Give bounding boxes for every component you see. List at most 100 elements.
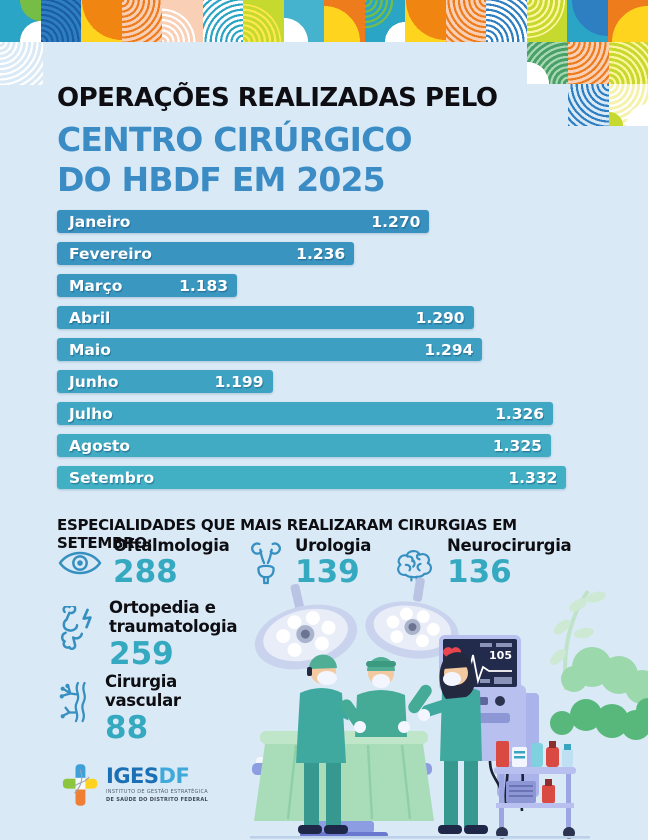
page-title-accent: CENTRO CIRÚRGICO — [57, 119, 413, 159]
specialty-label: Urologia — [295, 536, 372, 555]
month-label: Abril — [69, 308, 111, 327]
bar-value: 1.294 — [424, 340, 474, 359]
plant — [550, 589, 648, 740]
month-bar: Agosto 1.325 — [57, 434, 551, 457]
specialty-label: Ortopedia e traumatologia — [109, 598, 238, 637]
bone-joint-icon — [61, 606, 92, 651]
specialty-neurocirurgia: Neurocirurgia 136 — [393, 536, 572, 591]
specialty-urologia: Urologia 139 — [247, 536, 371, 589]
month-bar: Março 1.183 — [57, 274, 238, 297]
specialty-value: 259 — [109, 635, 174, 672]
specialty-label: Cirurgia vascular — [105, 672, 181, 711]
month-label: Setembro — [69, 468, 155, 487]
month-bar: Maio 1.294 — [57, 338, 483, 361]
bar-row: Agosto 1.325 — [57, 434, 592, 457]
mosaic-tile — [526, 0, 567, 42]
mosaic-tile — [40, 0, 81, 42]
specialty-label: Neurocirurgia — [447, 536, 572, 555]
specialty-value: 139 — [295, 554, 360, 591]
month-bar: Janeiro 1.270 — [57, 210, 430, 233]
mosaic-tile — [364, 0, 405, 42]
month-label: Julho — [69, 404, 113, 423]
mosaic-tile — [283, 0, 324, 42]
surgeon — [296, 654, 360, 834]
mosaic-tile — [324, 0, 365, 42]
month-bar: Julho 1.326 — [57, 402, 554, 425]
mosaic-tile — [486, 0, 527, 42]
mosaic-tile — [202, 0, 243, 42]
specialty-value: 136 — [447, 554, 512, 591]
bar-row: Março 1.183 — [57, 274, 592, 297]
bar-value: 1.183 — [179, 276, 229, 295]
month-bar: Fevereiro 1.236 — [57, 242, 355, 265]
mosaic-tile — [609, 84, 648, 126]
surgical-lamp — [365, 577, 459, 659]
mosaic-tile — [609, 42, 648, 84]
mosaic-tile — [568, 42, 609, 84]
mosaic-tile — [405, 0, 446, 42]
specialty-oftalmologia: Oftalmologia 288 — [57, 536, 230, 591]
surgeon — [340, 657, 432, 737]
specialty-value: 88 — [105, 709, 149, 746]
mosaic-tile — [607, 0, 648, 42]
month-label: Março — [69, 276, 123, 295]
medical-cart — [494, 741, 576, 839]
bar-value: 1.326 — [495, 404, 545, 423]
month-label: Janeiro — [69, 212, 131, 231]
bar-row: Julho 1.326 — [57, 402, 592, 425]
specialty-value: 288 — [113, 554, 178, 591]
month-bar: Junho 1.199 — [57, 370, 273, 393]
mosaic-tile — [162, 0, 203, 42]
mosaic-tile — [121, 0, 162, 42]
page-title: OPERAÇÕES REALIZADAS PELO — [57, 83, 498, 113]
monitor-reading: 105 — [489, 649, 512, 662]
brain-icon — [397, 549, 433, 581]
decorative-mosaic — [0, 0, 648, 42]
nurse — [418, 652, 488, 834]
mosaic-tile — [0, 42, 43, 85]
specialty-ortopedia: Ortopedia e traumatologia 259 — [57, 598, 243, 671]
bar-value: 1.236 — [296, 244, 346, 263]
mosaic-tile — [568, 84, 609, 126]
mosaic-tile — [243, 0, 284, 42]
mosaic-tile — [527, 42, 568, 84]
bar-row: Setembro 1.332 — [57, 466, 592, 489]
igesdf-cross-icon — [62, 764, 98, 806]
bar-value: 1.199 — [214, 372, 264, 391]
bar-row: Janeiro 1.270 — [57, 210, 592, 233]
month-bar: Setembro 1.332 — [57, 466, 567, 489]
urinary-system-icon — [251, 541, 281, 584]
month-label: Fevereiro — [69, 244, 152, 263]
bar-value: 1.270 — [371, 212, 421, 231]
mosaic-tile — [0, 0, 41, 42]
mosaic-tile — [567, 0, 608, 42]
month-label: Junho — [69, 372, 119, 391]
bar-row: Maio 1.294 — [57, 338, 592, 361]
month-label: Agosto — [69, 436, 131, 455]
logo-tagline: INSTITUTO DE GESTÃO ESTRATÉGICA DE SAÚDE… — [106, 789, 209, 803]
month-bar: Abril 1.290 — [57, 306, 474, 329]
bar-row: Junho 1.199 — [57, 370, 592, 393]
specialties-heading: ESPECIALIDADES QUE MAIS REALIZARAM CIRUR… — [57, 516, 517, 553]
bar-row: Abril 1.290 — [57, 306, 592, 329]
igesdf-logo: IGESDF INSTITUTO DE GESTÃO ESTRATÉGICA D… — [62, 762, 208, 808]
blood-vessel-icon — [59, 681, 86, 723]
mosaic-tile — [445, 0, 486, 42]
logo-wordmark: IGESDF — [106, 764, 190, 788]
bar-row: Fevereiro 1.236 — [57, 242, 592, 265]
title-block: OPERAÇÕES REALIZADAS PELO CENTRO CIRÚRGI… — [57, 83, 498, 200]
page-title-accent: DO HBDF EM 2025 — [57, 159, 386, 199]
bar-value: 1.290 — [415, 308, 465, 327]
month-label: Maio — [69, 340, 111, 359]
bar-value: 1.332 — [508, 468, 558, 487]
specialty-cirurgia-vascular: Cirurgia vascular 88 — [57, 672, 191, 745]
specialty-label: Oftalmologia — [113, 536, 230, 555]
eye-icon — [58, 551, 102, 574]
surgical-lamp — [254, 583, 358, 670]
mosaic-tile — [81, 0, 122, 42]
operating-room-illustration: 105 — [250, 577, 648, 839]
floor-line — [250, 836, 590, 839]
bar-value: 1.325 — [492, 436, 542, 455]
bar-chart: Janeiro 1.270 Fevereiro 1.236 Março 1.183 Abri… — [57, 210, 592, 498]
